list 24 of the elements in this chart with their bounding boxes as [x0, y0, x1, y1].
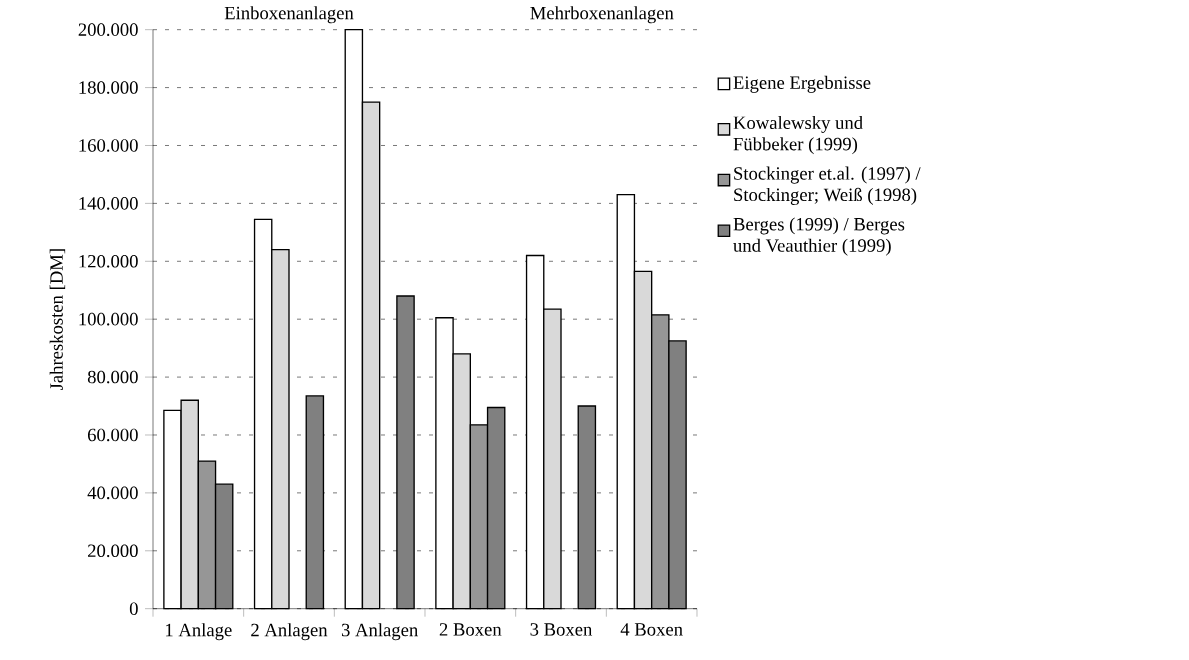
- text: Einboxenanlagen: [224, 6, 354, 24]
- x-tick-label: 3 Boxen: [530, 623, 593, 636]
- legend-label: Berges (1999) / Berges und Veauthier (1999): [733, 217, 905, 256]
- y-tick-label: 40.000: [87, 486, 138, 500]
- y-tick-label: 80.000: [87, 370, 138, 384]
- legend-label: Eigene Ergebnisse: [733, 75, 871, 93]
- y-tick-label: 60.000: [87, 428, 138, 442]
- x-tick-label: 4 Boxen: [620, 623, 683, 636]
- x-tick-label: 2 Anlagen: [251, 623, 328, 641]
- text: Mehrboxenanlagen: [530, 6, 674, 24]
- x-tick-label: 1 Anlage: [166, 623, 232, 641]
- y-tick-label: 120.000: [79, 255, 138, 268]
- y-tick-label: 180.000: [79, 81, 138, 95]
- y-tick-label: 0: [129, 602, 138, 616]
- y-tick-label: 100.000: [79, 313, 138, 326]
- x-tick-label: 3 Anlagen: [341, 623, 418, 641]
- y-tick-label: 140.000: [79, 197, 138, 210]
- legend-label: Kowalewsky und Fübbeker (1999): [733, 116, 863, 155]
- y-tick-label: 200.000: [78, 23, 138, 37]
- y-axis-title: Jahreskosten [DM]: [49, 249, 66, 391]
- y-tick-label: 160.000: [79, 139, 138, 152]
- y-tick-label: 20.000: [88, 544, 138, 558]
- legend-label: Stockinger et.al. (1997) / Stockinger; Weiß (1998): [734, 166, 921, 206]
- x-tick-label: 2 Boxen: [439, 623, 502, 636]
